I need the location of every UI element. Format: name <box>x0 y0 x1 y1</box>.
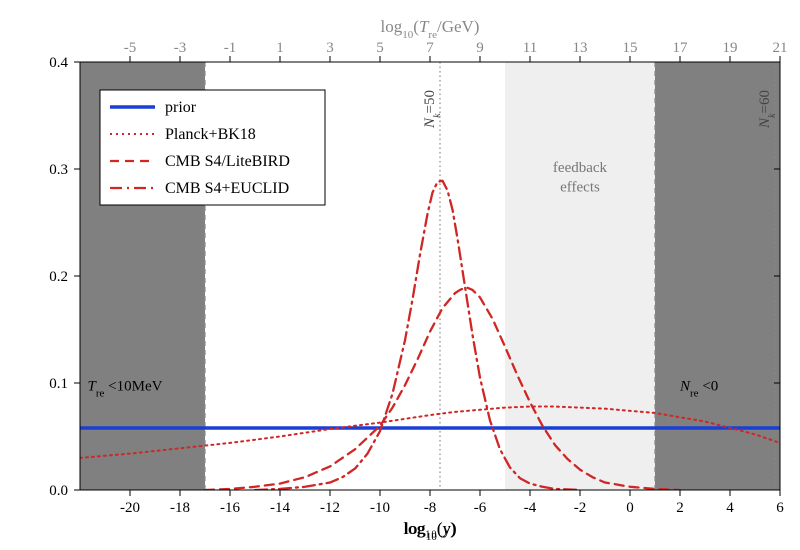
feedback-label: feedback <box>553 160 608 176</box>
y-tick-label: 0.4 <box>49 55 68 71</box>
xtop-tick-label: 9 <box>476 40 484 56</box>
x-tick-label: -2 <box>574 500 587 516</box>
xtop-tick-label: -1 <box>224 40 237 56</box>
y-tick-label: 0.3 <box>49 162 68 178</box>
xtop-tick-label: -3 <box>174 40 187 56</box>
legend-label: CMB S4/LiteBIRD <box>165 153 290 170</box>
x-tick-label: -18 <box>170 500 190 516</box>
y-tick-label: 0.1 <box>49 376 68 392</box>
x-tick-label: 6 <box>776 500 784 516</box>
x-tick-label: -12 <box>320 500 340 516</box>
feedback-effects-region <box>505 62 655 490</box>
y-tick-label: 0.2 <box>49 269 68 285</box>
x-tick-label: -10 <box>370 500 390 516</box>
x-tick-label: -8 <box>424 500 437 516</box>
legend-label: Planck+BK18 <box>165 126 256 143</box>
xtop-tick-label: 21 <box>773 40 788 56</box>
xtop-tick-label: 19 <box>723 40 738 56</box>
x-tick-label: -16 <box>220 500 240 516</box>
nk-label: Nk=50 <box>422 90 443 129</box>
x-tick-label: -4 <box>524 500 537 516</box>
x-tick-label: -14 <box>270 500 290 516</box>
x-tick-label: 4 <box>726 500 734 516</box>
chart-plot: -20-18-16-14-12-10-8-6-4-20246-5-3-11357… <box>10 10 800 540</box>
x-tick-label: -20 <box>120 500 140 516</box>
xtop-tick-label: 5 <box>376 40 384 56</box>
legend-label: prior <box>165 99 197 116</box>
xtop-axis-title: log10(Tre/GeV) <box>381 17 480 41</box>
xtop-tick-label: 1 <box>276 40 284 56</box>
xtop-tick-label: 15 <box>623 40 638 56</box>
x-tick-label: -6 <box>474 500 487 516</box>
xtop-tick-label: -5 <box>124 40 137 56</box>
x-tick-label: 0 <box>626 500 634 516</box>
xtop-tick-label: 3 <box>326 40 334 56</box>
legend-label: CMB S4+EUCLID <box>165 180 289 197</box>
xtop-tick-label: 11 <box>523 40 537 56</box>
feedback-label: effects <box>560 179 600 195</box>
xtop-tick-label: 17 <box>673 40 689 56</box>
y-tick-label: 0.0 <box>49 483 68 499</box>
xtop-tick-label: 7 <box>426 40 434 56</box>
xtop-tick-label: 13 <box>573 40 588 56</box>
x-tick-label: 2 <box>676 500 684 516</box>
